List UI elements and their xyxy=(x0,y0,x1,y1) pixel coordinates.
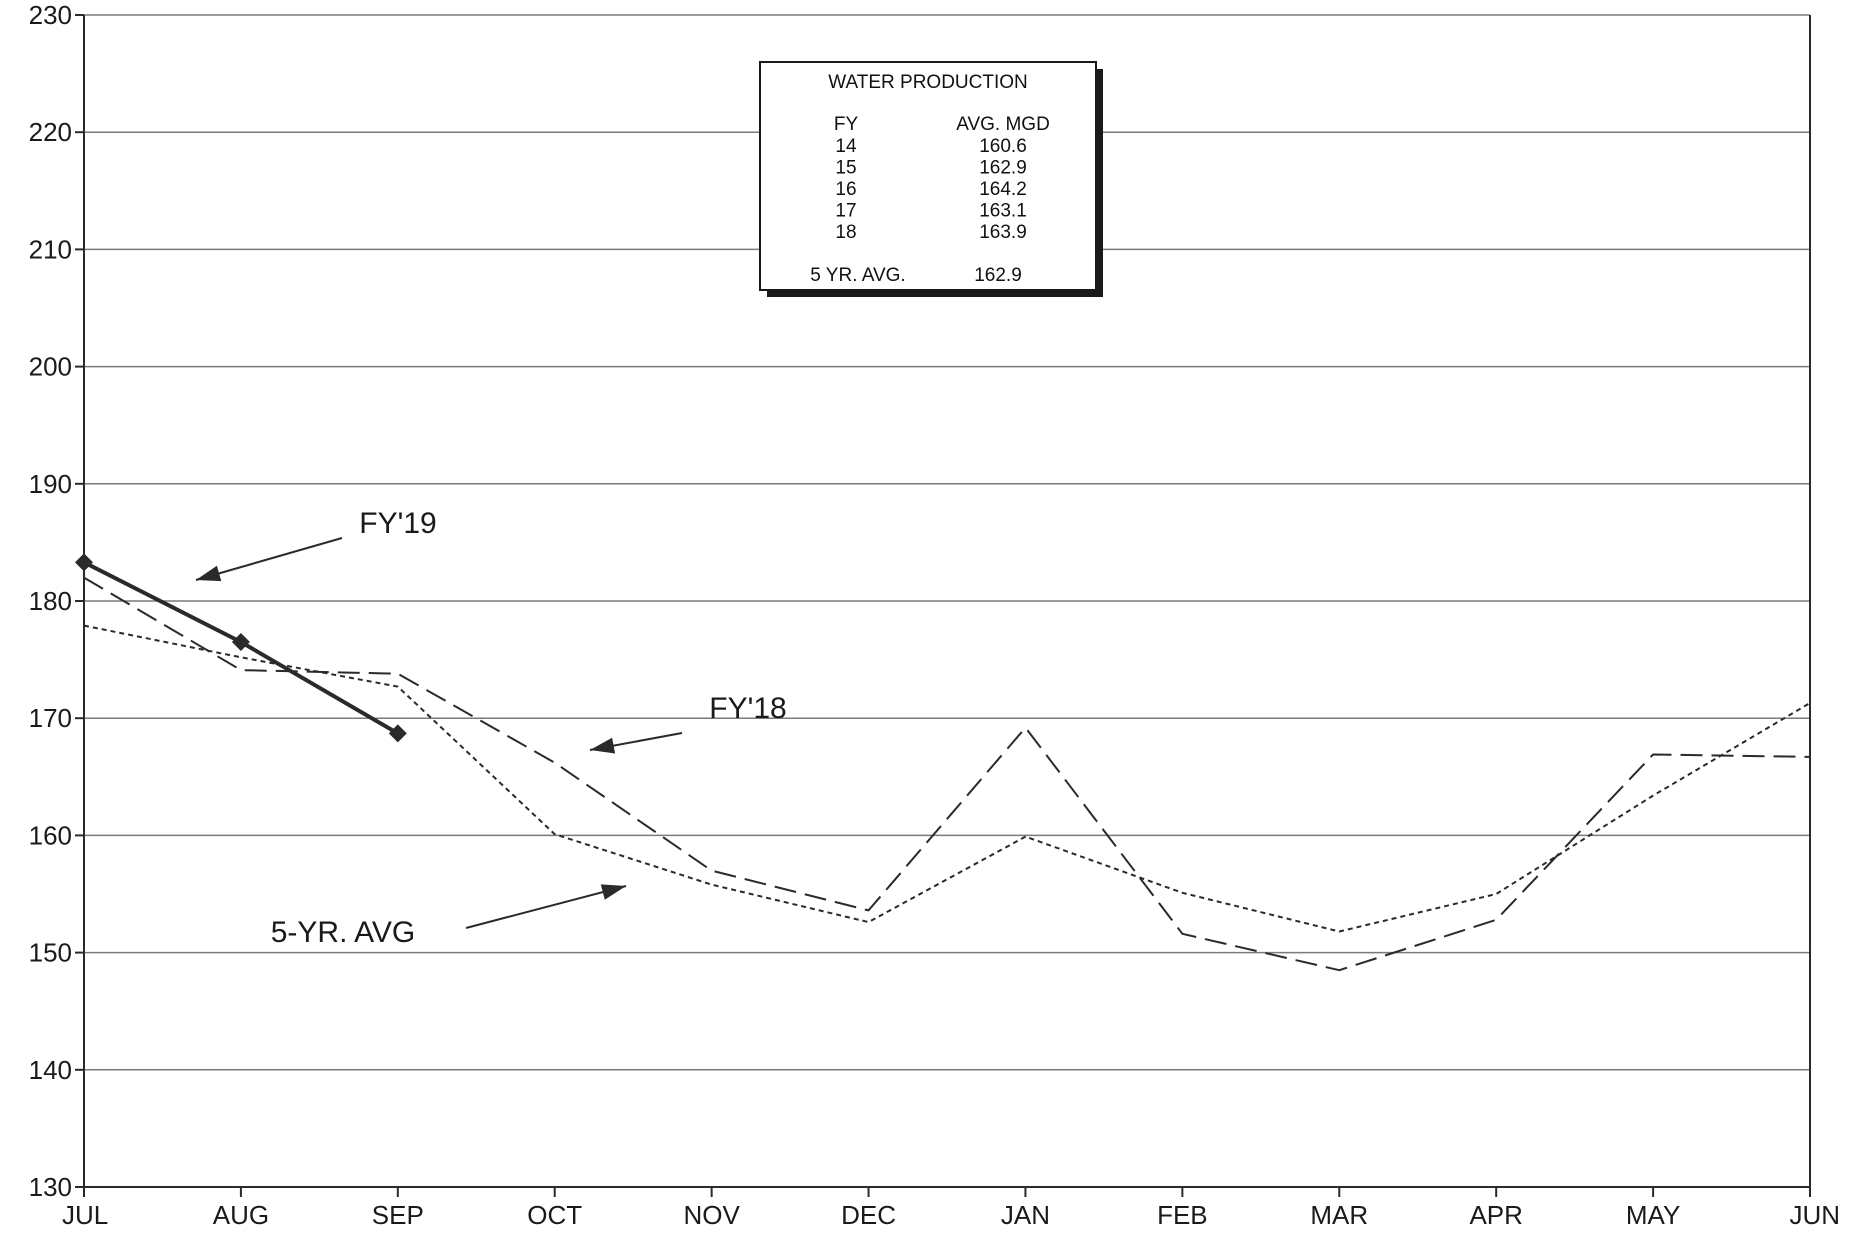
series-line-fy18 xyxy=(83,576,1811,972)
x-tick-label-jun: JUN xyxy=(1789,1200,1840,1230)
annotation-arrow-fy19-head xyxy=(196,565,222,582)
y-tick-label-140: 140 xyxy=(29,1055,72,1085)
x-tick-label-sep: SEP xyxy=(372,1200,424,1230)
x-tick-label-aug: AUG xyxy=(213,1200,269,1230)
info-box-fy-17: 17 xyxy=(835,201,856,222)
y-tick-label-230: 230 xyxy=(29,0,72,30)
annotation-arrow-avg5-shaft xyxy=(465,885,627,929)
info-box-avg-18: 163.9 xyxy=(979,222,1027,243)
info-box-fy-16: 16 xyxy=(835,179,856,200)
y-tick-label-170: 170 xyxy=(29,703,72,733)
x-tick-label-nov: NOV xyxy=(683,1200,740,1230)
y-tick-label-160: 160 xyxy=(29,820,72,850)
info-box-col-fy: FY xyxy=(834,114,859,135)
x-tick-label-mar: MAR xyxy=(1310,1200,1368,1230)
y-tick-label-150: 150 xyxy=(29,938,72,968)
annotation-label-fy18: FY'18 xyxy=(709,692,786,725)
annotation-arrow-fy19-shaft xyxy=(195,537,343,581)
annotation-arrow-avg5-head xyxy=(600,884,626,900)
x-tick-label-oct: OCT xyxy=(527,1200,582,1230)
x-tick-label-apr: APR xyxy=(1469,1200,1522,1230)
info-box-summary-value: 162.9 xyxy=(974,265,1022,286)
y-tick-label-210: 210 xyxy=(29,234,72,264)
x-tick-label-jan: JAN xyxy=(1001,1200,1050,1230)
info-box-summary-label: 5 YR. AVG. xyxy=(810,265,905,286)
y-tick-label-200: 200 xyxy=(29,352,72,382)
x-axis-ticks: JUL AUG SEP OCT NOV DEC JAN FEB MAR APR MAY JUN xyxy=(62,1200,1840,1230)
annotation-label-fy19: FY'19 xyxy=(359,507,436,540)
info-box-avg-14: 160.6 xyxy=(979,136,1027,157)
water-production-box: WATER PRODUCTION FY AVG. MGD 14 160.615 16… xyxy=(759,61,1103,297)
x-tick-label-dec: DEC xyxy=(841,1200,896,1230)
info-box-frame xyxy=(759,61,1097,291)
x-tick-label-may: MAY xyxy=(1626,1200,1680,1230)
info-box-rows: 14 160.6 15 162.9 16 164.2 17 163.1 18 163.9 xyxy=(835,136,1026,243)
y-tick-label-180: 180 xyxy=(29,586,72,616)
info-box-col-avg: AVG. MGD xyxy=(956,114,1050,135)
y-tick-label-190: 190 xyxy=(29,469,72,499)
data-point-fy19-sep xyxy=(388,724,407,743)
x-tick-label-feb: FEB xyxy=(1157,1200,1208,1230)
y-axis-ticks: 130 140 150 160 170 180 190 200 210 220 230 xyxy=(29,0,72,1202)
annotation-arrow-fy18-head xyxy=(590,737,616,754)
info-box-fy-15: 15 xyxy=(835,158,856,179)
info-box-title: WATER PRODUCTION xyxy=(828,72,1028,93)
info-box-avg-16: 164.2 xyxy=(979,179,1027,200)
y-tick-label-220: 220 xyxy=(29,117,72,147)
info-box-fy-18: 18 xyxy=(835,222,856,243)
x-tick-label-jul: JUL xyxy=(62,1200,108,1230)
annotations-layer: FY'19 FY'18 5-YR. AVG xyxy=(195,507,787,949)
info-box-avg-17: 163.1 xyxy=(979,201,1027,222)
info-box-fy-14: 14 xyxy=(835,136,857,157)
annotation-label-avg5: 5-YR. AVG xyxy=(271,916,416,949)
axes xyxy=(75,14,1811,1197)
info-box-avg-15: 162.9 xyxy=(979,158,1027,179)
series-layer xyxy=(75,553,1811,972)
data-point-fy19-aug xyxy=(231,633,250,652)
data-point-fy19-jul xyxy=(75,553,93,572)
y-tick-label-130: 130 xyxy=(29,1172,72,1202)
series-line-avg5 xyxy=(83,624,1811,933)
